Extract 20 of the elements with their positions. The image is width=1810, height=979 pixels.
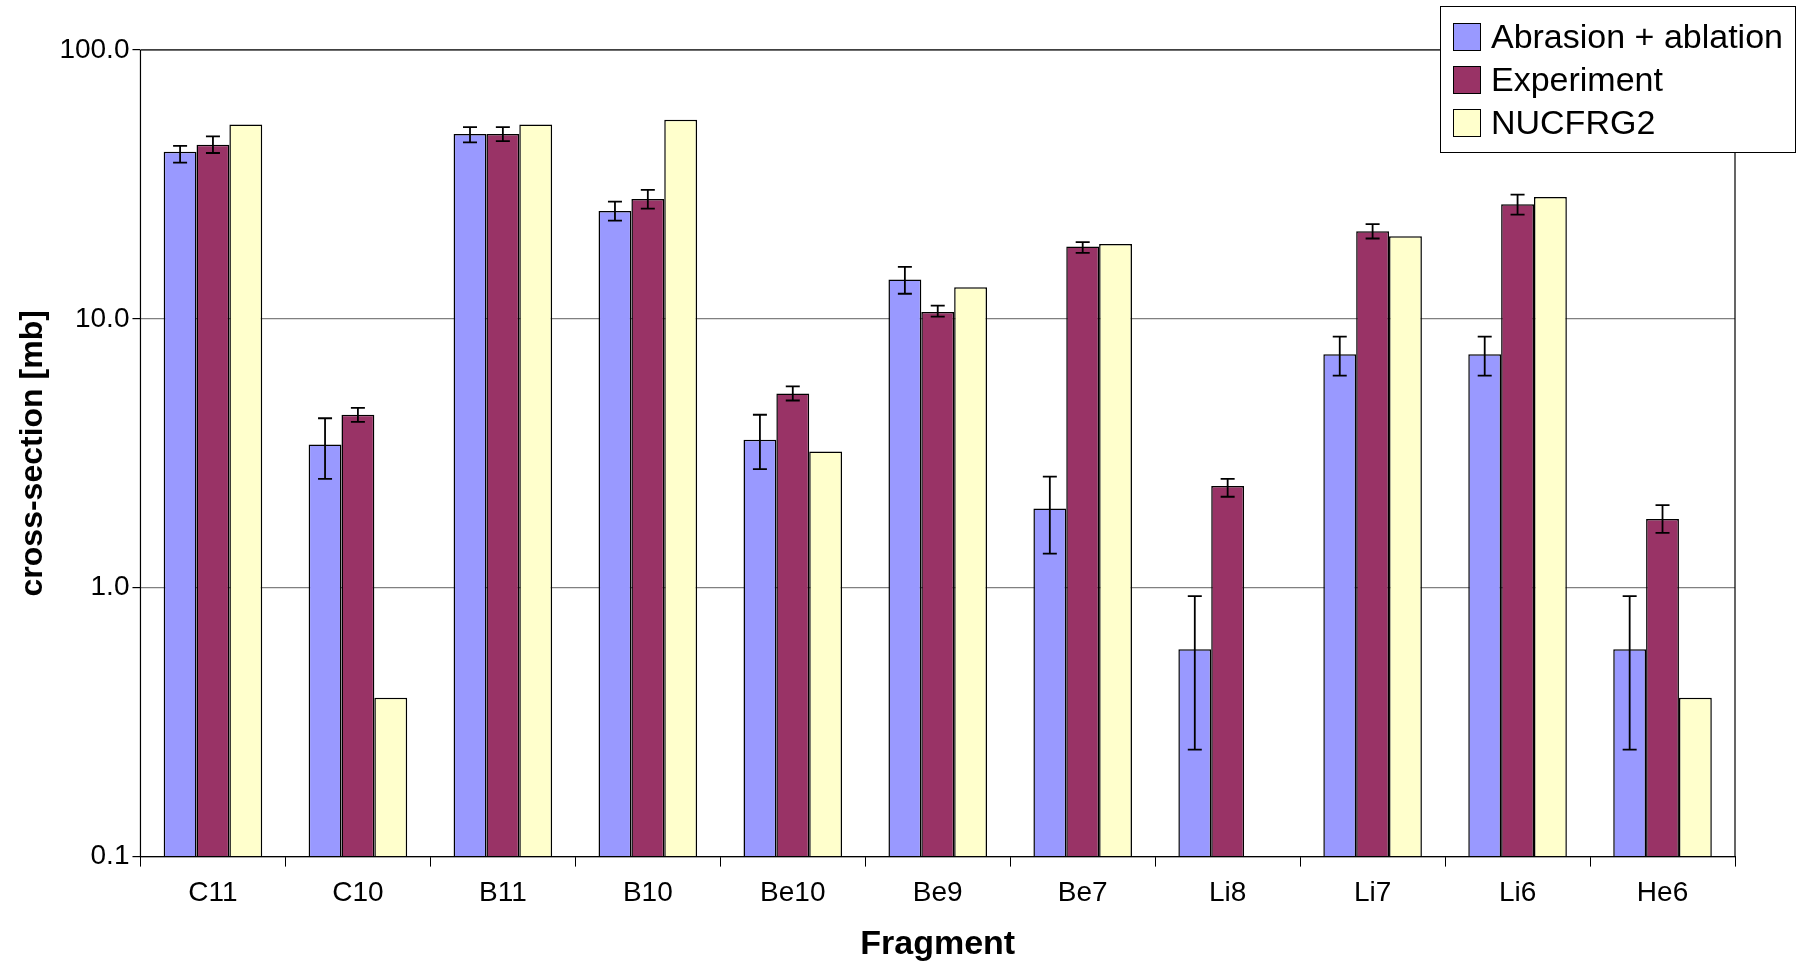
x-tick-label: He6 xyxy=(1636,876,1689,908)
y-tick-label: 1.0 xyxy=(90,570,130,602)
legend-label: NUCFRG2 xyxy=(1490,103,1656,142)
x-tick-label: Li6 xyxy=(1498,876,1537,908)
x-tick-label: Li8 xyxy=(1208,876,1247,908)
x-tick-label: Be7 xyxy=(1057,876,1108,908)
legend-label: Experiment xyxy=(1490,60,1663,99)
x-tick-label: C10 xyxy=(332,876,384,908)
y-tick-label: 100.0 xyxy=(59,32,130,64)
x-tick-label: Be9 xyxy=(912,876,963,908)
y-tick-label: 10.0 xyxy=(74,301,130,333)
x-tick-label: B10 xyxy=(622,876,673,908)
x-tick-label: C11 xyxy=(188,876,238,908)
y-axis-title: cross-section [mb] xyxy=(13,310,50,597)
x-tick-label: Li7 xyxy=(1353,876,1392,908)
x-tick-label: Be10 xyxy=(760,876,826,908)
y-tick-label: 0.1 xyxy=(90,839,130,871)
legend-label: Abrasion + ablation xyxy=(1490,17,1783,56)
x-tick-label: B11 xyxy=(478,876,527,908)
x-axis-title: Fragment xyxy=(860,922,1016,961)
